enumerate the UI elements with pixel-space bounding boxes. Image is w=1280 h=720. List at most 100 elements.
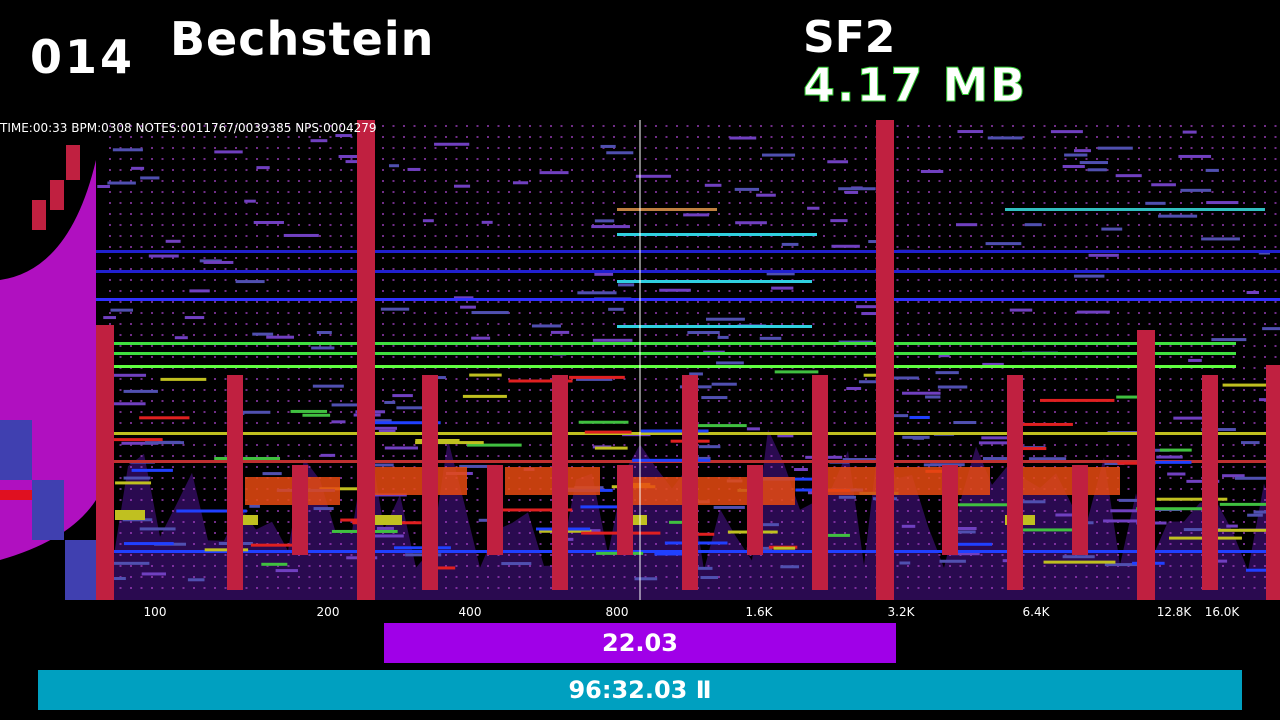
note: [1010, 528, 1073, 532]
note: [1226, 524, 1238, 528]
note: [214, 150, 243, 154]
instrument-name: Bechstein: [170, 12, 435, 66]
note: [316, 331, 332, 335]
note: [319, 487, 363, 491]
note: [982, 362, 1004, 366]
note: [174, 336, 188, 340]
note: [594, 219, 615, 223]
note: [384, 446, 418, 450]
note: [121, 441, 159, 445]
note: [250, 543, 303, 547]
note: [112, 561, 150, 565]
note: [956, 223, 978, 227]
piano-block: [66, 145, 80, 180]
note: [949, 542, 993, 546]
note: [415, 441, 484, 445]
note: [690, 456, 711, 460]
note: [1247, 513, 1263, 517]
note: [378, 429, 396, 433]
note: [575, 377, 613, 381]
note: [893, 414, 909, 418]
note: [369, 463, 394, 467]
note: [617, 283, 635, 287]
long-note: [96, 298, 1280, 301]
note: [112, 148, 143, 152]
note: [1017, 422, 1073, 426]
red-column: [292, 465, 308, 555]
note: [176, 509, 247, 513]
note: [165, 239, 181, 243]
note: [1206, 528, 1270, 532]
note: [762, 153, 796, 157]
note: [184, 316, 205, 320]
note: [275, 569, 298, 573]
note: [531, 324, 562, 328]
note: [948, 552, 980, 556]
note: [1024, 223, 1042, 227]
note: [883, 376, 919, 380]
red-column: [1007, 375, 1023, 590]
note: [632, 458, 711, 462]
note: [423, 566, 456, 570]
red-column: [552, 375, 568, 590]
long-note: [617, 208, 717, 211]
frequency-label: 100: [143, 605, 167, 619]
note: [462, 394, 507, 398]
note: [909, 415, 930, 419]
note: [266, 335, 295, 339]
note: [689, 372, 703, 376]
red-column: [96, 325, 114, 600]
note: [139, 527, 176, 531]
note: [1062, 164, 1085, 168]
note: [1103, 519, 1138, 523]
note: [388, 164, 400, 168]
orange-block: [825, 467, 990, 495]
note: [794, 468, 808, 472]
red-column: [747, 465, 763, 555]
red-column: [1266, 365, 1280, 600]
note: [123, 389, 158, 393]
note: [780, 565, 800, 569]
note: [204, 548, 249, 552]
note: [830, 219, 848, 223]
orange-block: [1020, 467, 1120, 495]
note: [261, 562, 288, 566]
note: [578, 420, 629, 424]
note: [373, 419, 392, 423]
note: [376, 526, 394, 530]
orange-block: [617, 477, 795, 505]
long-note: [617, 280, 812, 283]
note: [846, 386, 862, 390]
note: [256, 166, 270, 170]
note: [580, 505, 631, 509]
note: [713, 505, 745, 509]
note: [1073, 274, 1105, 278]
note: [131, 468, 173, 472]
note: [584, 430, 632, 434]
note: [937, 385, 968, 389]
note: [369, 534, 404, 538]
long-note: [96, 270, 1280, 273]
note: [380, 307, 410, 311]
note: [1245, 568, 1278, 572]
long-note: [96, 342, 1236, 345]
note: [856, 305, 877, 309]
note: [760, 523, 779, 527]
note: [981, 436, 1018, 440]
note: [1055, 513, 1082, 517]
note: [1211, 338, 1247, 342]
piano-block: [50, 180, 64, 210]
note: [746, 427, 760, 431]
note: [1009, 308, 1033, 312]
note: [939, 559, 966, 563]
note: [842, 458, 880, 462]
note: [238, 410, 271, 414]
note: [144, 441, 185, 445]
note: [469, 373, 502, 377]
note: [203, 260, 234, 264]
note: [777, 434, 794, 438]
note: [594, 272, 614, 276]
note: [422, 219, 434, 223]
note: [1262, 327, 1280, 331]
note: [111, 373, 147, 377]
